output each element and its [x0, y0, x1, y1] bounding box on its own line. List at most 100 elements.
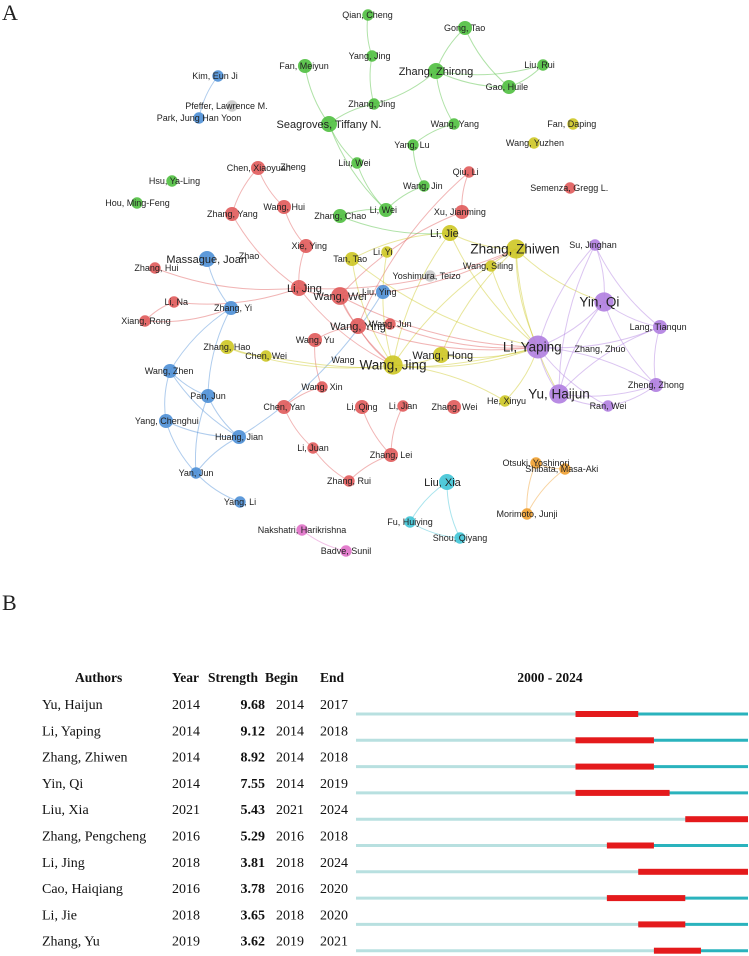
node-liu-wei[interactable]: [351, 157, 363, 169]
node-label-zhang-lei: Zhang, Lei: [370, 450, 413, 460]
node-tan-tao[interactable]: [344, 251, 360, 267]
node-li-wei[interactable]: [378, 202, 394, 218]
node-gao-huile[interactable]: [501, 79, 517, 95]
edge-zhang-zhiwen--wang-hong: [440, 248, 517, 356]
node-fan-daping[interactable]: [567, 118, 579, 130]
node-xiang-rong[interactable]: [139, 315, 151, 327]
node-otsuki-yoshinori[interactable]: [530, 457, 542, 469]
node-hou-ming-feng[interactable]: [131, 197, 143, 209]
node-zheng-zhong[interactable]: [648, 377, 664, 393]
node-wang-hui[interactable]: [276, 199, 292, 215]
faded-label-zhang-zhuo: Zhang, Zhuo: [574, 344, 625, 354]
node-kim-eun-ji[interactable]: [212, 70, 224, 82]
node-wang-yuzhen[interactable]: [528, 137, 540, 149]
node-zhang-hui[interactable]: [149, 262, 161, 274]
burst-author: Liu, Xia: [42, 803, 89, 818]
node-xu-jianming[interactable]: [454, 204, 470, 220]
node-wang-yang[interactable]: [448, 118, 460, 130]
node-chen-xiaoyuan[interactable]: [250, 160, 266, 176]
node-he-xinyu[interactable]: [499, 395, 511, 407]
node-label-zhang-yi: Zhang, Yi: [214, 303, 252, 313]
node-yan-jun[interactable]: [190, 467, 202, 479]
node-semenza-gregg-l[interactable]: [564, 182, 576, 194]
node-pfeffer-lawrence-m[interactable]: [226, 100, 238, 112]
node-lang-tianqun[interactable]: [652, 319, 668, 335]
node-wang-hong[interactable]: [432, 346, 450, 364]
node-fu-huiying[interactable]: [404, 516, 416, 528]
node-wang-jin[interactable]: [418, 180, 430, 192]
node-zhang-yang[interactable]: [224, 206, 240, 222]
node-fan-meiyun[interactable]: [297, 58, 313, 74]
node-wang-jun[interactable]: [384, 318, 396, 330]
node-zhang-hao[interactable]: [219, 339, 235, 355]
node-seagroves-tiffany-n[interactable]: [320, 115, 338, 133]
faded-label-zhao: Zhao: [239, 251, 260, 261]
node-zhang-zhiwen[interactable]: [506, 239, 526, 259]
node-liu-rui[interactable]: [537, 59, 549, 71]
node-qian-cheng[interactable]: [362, 9, 374, 21]
node-yang-li[interactable]: [234, 496, 246, 508]
node-ran-wei[interactable]: [602, 400, 614, 412]
node-li-yi[interactable]: [381, 246, 393, 258]
node-wang-jing[interactable]: [383, 355, 403, 375]
node-chen-yan[interactable]: [276, 399, 292, 415]
node-qiu-li[interactable]: [463, 166, 475, 178]
node-label-zhang-wei: Zhang, Wei: [432, 402, 478, 412]
node-li-jing[interactable]: [290, 279, 308, 297]
node-zhang-wei[interactable]: [446, 399, 462, 415]
node-wang-ying[interactable]: [349, 317, 367, 335]
node-zhang-yi[interactable]: [223, 300, 239, 316]
node-pan-jun[interactable]: [200, 388, 216, 404]
node-zhang-chao[interactable]: [332, 208, 348, 224]
node-badve-sunil[interactable]: [340, 545, 352, 557]
node-wang-zhen[interactable]: [162, 363, 178, 379]
edge-zhang-chao--li-jie: [339, 215, 451, 235]
burst-row-yin-qi: Yin, Qi 2014 7.55 2014 2019: [42, 777, 748, 796]
node-zhang-lei[interactable]: [383, 447, 399, 463]
node-yang-lu[interactable]: [407, 139, 419, 151]
node-yang-jing[interactable]: [366, 50, 378, 62]
node-li-na[interactable]: [168, 296, 180, 308]
burst-strength: 9.68: [241, 698, 266, 713]
node-li-qing[interactable]: [354, 399, 370, 415]
node-hsu-ya-ling[interactable]: [166, 175, 178, 187]
node-zhang-zhirong[interactable]: [427, 62, 445, 80]
node-wang-wei[interactable]: [331, 287, 349, 305]
node-li-jie[interactable]: [441, 224, 459, 242]
node-shou-qiyang[interactable]: [454, 532, 466, 544]
burst-end: 2019: [320, 777, 348, 792]
node-label-massague-joan: Massague, Joan: [166, 254, 247, 266]
burst-begin: 2014: [276, 751, 304, 766]
node-shibata-masa-aki[interactable]: [559, 463, 571, 475]
node-gong-tao[interactable]: [457, 20, 473, 36]
node-morimoto-junji[interactable]: [521, 508, 533, 520]
node-liu-xia[interactable]: [438, 473, 456, 491]
node-wang-siling[interactable]: [485, 260, 497, 272]
node-wang-xin[interactable]: [316, 381, 328, 393]
node-yin-qi[interactable]: [594, 292, 614, 312]
burst-row-li-jie: Li, Jie 2018 3.65 2018 2020: [42, 908, 748, 928]
node-wang-yu[interactable]: [307, 332, 323, 348]
node-li-yaping[interactable]: [526, 335, 550, 359]
burst-author: Li, Jing: [42, 856, 85, 871]
node-zhang-jing[interactable]: [368, 98, 380, 110]
node-huang-jian[interactable]: [231, 429, 247, 445]
node-park-jung-han-yoon[interactable]: [193, 112, 205, 124]
node-li-jian[interactable]: [397, 400, 409, 412]
node-massague-joan[interactable]: [198, 250, 216, 268]
node-yang-chenghui[interactable]: [158, 413, 174, 429]
burst-bar: [575, 737, 654, 744]
node-zhang-rui[interactable]: [343, 475, 355, 487]
edge-zhang-yang--li-jing: [231, 213, 300, 289]
node-label-qian-cheng: Qian, Cheng: [342, 10, 393, 20]
burst-strength: 3.78: [241, 882, 266, 897]
node-chen-wei[interactable]: [260, 350, 272, 362]
node-nakshatri-harikrishna[interactable]: [296, 524, 308, 536]
node-yoshimura-teizo[interactable]: [424, 270, 436, 282]
node-liu-ying[interactable]: [375, 284, 391, 300]
node-yu-haijun[interactable]: [549, 384, 569, 404]
node-xie-ying[interactable]: [298, 238, 314, 254]
node-li-juan[interactable]: [307, 442, 319, 454]
node-su-jinghan[interactable]: [589, 239, 601, 251]
burst-author: Li, Yaping: [42, 724, 101, 739]
